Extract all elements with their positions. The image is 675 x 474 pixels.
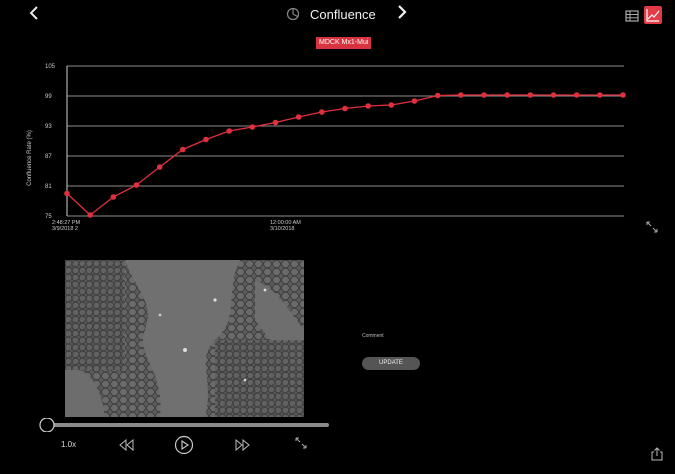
table-view-button[interactable] xyxy=(624,8,640,24)
data-point[interactable] xyxy=(203,136,209,143)
data-point[interactable] xyxy=(180,146,186,153)
fullscreen-arrows-icon[interactable] xyxy=(294,436,308,450)
y-tick-label: 81 xyxy=(45,184,52,190)
data-point[interactable] xyxy=(64,190,70,197)
data-point[interactable] xyxy=(272,119,279,126)
data-point[interactable] xyxy=(342,105,348,112)
expand-chart-button[interactable] xyxy=(645,220,659,234)
data-point[interactable] xyxy=(388,102,395,108)
y-axis-ticks: 105 99 93 87 81 75 xyxy=(45,64,56,220)
x-tick-label: 12:00:00 AM xyxy=(270,220,301,226)
x-tick-label: 3/9/2018 2 xyxy=(52,226,78,232)
chart-grid xyxy=(66,65,624,217)
data-point[interactable] xyxy=(504,92,510,98)
data-point[interactable] xyxy=(110,194,117,200)
y-tick-label: 87 xyxy=(45,154,52,160)
comment-label: Comment xyxy=(362,333,384,339)
data-point[interactable] xyxy=(295,114,302,120)
series-line xyxy=(66,94,623,216)
x-axis-ticks: 2:48:27 PM3/9/2018 2 12:00:00 AM3/10/2018 xyxy=(52,220,301,232)
expand-arrows-icon xyxy=(646,221,658,233)
data-point[interactable] xyxy=(434,92,441,99)
back-button[interactable] xyxy=(28,4,48,26)
data-point[interactable] xyxy=(550,92,557,98)
data-point[interactable] xyxy=(156,164,163,170)
chart-view-button[interactable] xyxy=(644,6,662,24)
fast-forward-icon[interactable] xyxy=(234,438,252,452)
data-point[interactable] xyxy=(527,92,534,98)
share-icon xyxy=(651,447,663,461)
series-points xyxy=(64,92,626,218)
confluence-chart: 105 99 93 87 81 75 Confluence Rate (%) 2:48:2… xyxy=(27,64,626,232)
timeline-knob[interactable] xyxy=(39,418,55,432)
data-point[interactable] xyxy=(319,109,325,115)
chevron-left-icon xyxy=(29,6,38,20)
update-button[interactable]: UPDATE xyxy=(362,357,420,370)
data-point[interactable] xyxy=(573,92,580,98)
data-point[interactable] xyxy=(481,92,487,98)
page-title: Confluence xyxy=(310,6,376,22)
play-circle-icon[interactable] xyxy=(174,435,194,455)
y-axis-label: Confluence Rate (%) xyxy=(27,130,33,186)
y-tick-label: 105 xyxy=(45,64,56,70)
data-point[interactable] xyxy=(87,212,93,218)
y-tick-label: 93 xyxy=(45,124,52,130)
timeline-slider[interactable] xyxy=(39,418,331,432)
data-point[interactable] xyxy=(226,128,232,134)
share-button[interactable] xyxy=(650,446,664,462)
rewind-icon[interactable] xyxy=(117,438,135,452)
cell-micrograph xyxy=(65,260,304,417)
sample-name-badge: MDCK Mx1-Mui xyxy=(316,37,372,49)
cell-texture xyxy=(65,260,304,417)
pie-chart-icon xyxy=(286,7,300,21)
data-point[interactable] xyxy=(458,92,464,98)
next-button[interactable] xyxy=(396,4,412,26)
x-tick-label: 3/10/2018 xyxy=(270,226,294,232)
table-icon xyxy=(625,10,639,22)
data-point[interactable] xyxy=(411,98,418,104)
data-point[interactable] xyxy=(133,182,140,188)
line-chart-icon xyxy=(646,9,660,22)
data-point[interactable] xyxy=(620,92,626,98)
y-tick-label: 75 xyxy=(45,214,52,220)
x-tick-label: 2:48:27 PM xyxy=(52,220,81,226)
chevron-right-icon xyxy=(398,5,407,19)
playback-speed[interactable]: 1.0x xyxy=(61,440,77,449)
data-point[interactable] xyxy=(365,103,371,109)
data-point[interactable] xyxy=(597,92,603,98)
data-point[interactable] xyxy=(249,124,256,130)
y-tick-label: 99 xyxy=(45,94,52,100)
title-group: Confluence xyxy=(286,3,376,25)
